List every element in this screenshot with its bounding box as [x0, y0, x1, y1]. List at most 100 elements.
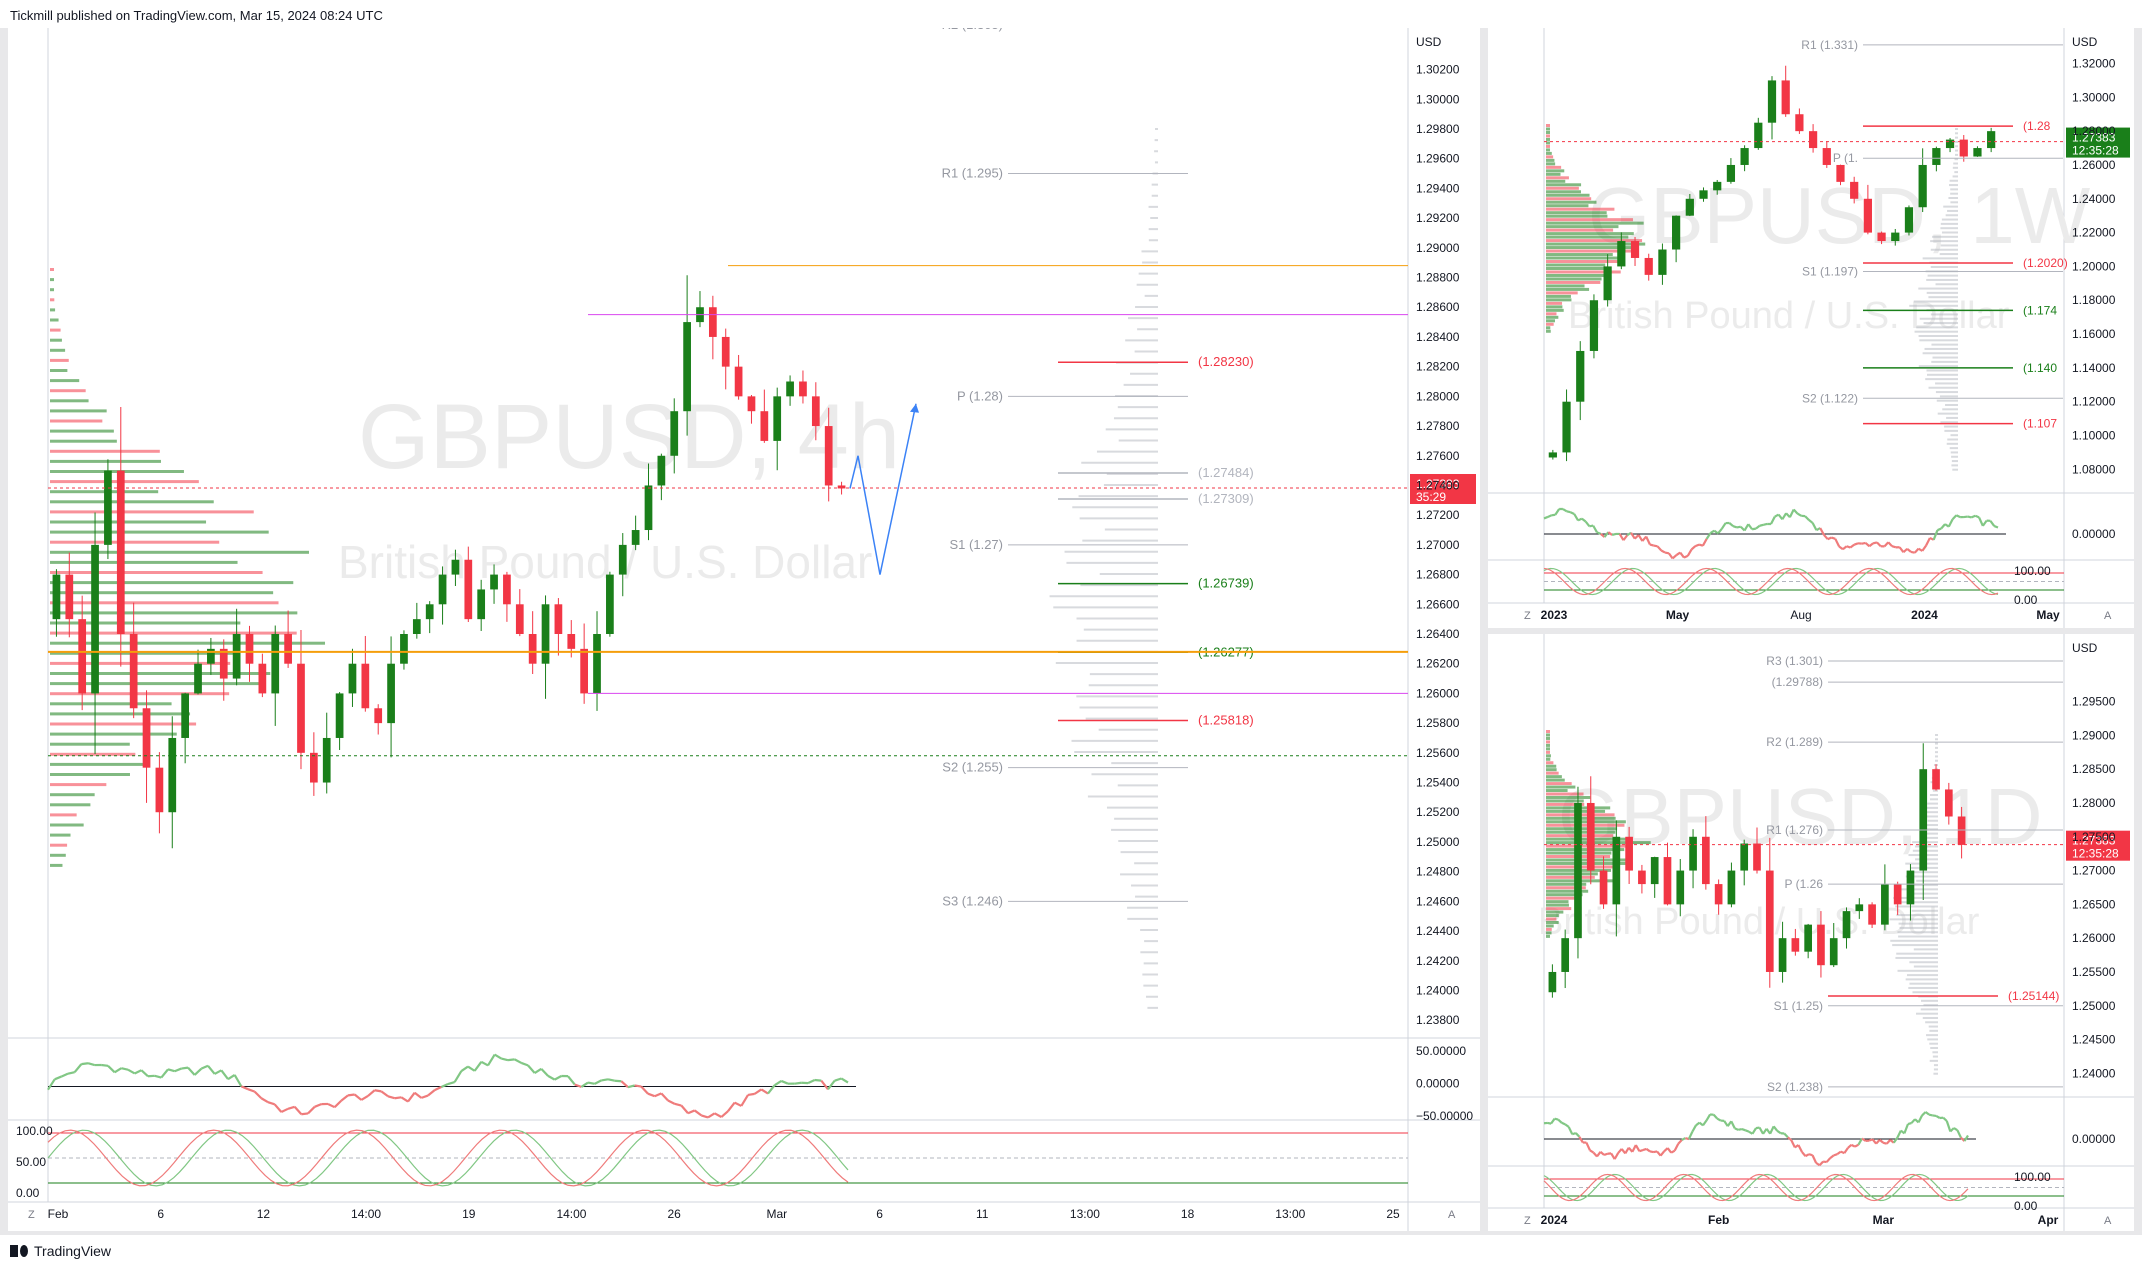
- session-profile-bar: [1066, 561, 1158, 564]
- volume-profile-bar: [50, 712, 191, 716]
- session-profile-bar: [1928, 296, 1958, 299]
- price-tick: 1.28400: [1416, 330, 1460, 344]
- osc1-segment: [1717, 528, 1723, 535]
- session-profile-bar: [1921, 999, 1938, 1002]
- volume-profile-bar: [50, 651, 238, 655]
- volume-profile-bar: [1546, 823, 1625, 827]
- osc1-segment: [174, 1067, 182, 1073]
- candle-body: [593, 634, 601, 694]
- volume-profile-bar: [1546, 900, 1569, 904]
- chart-panel-1w[interactable]: GBPUSD, 1W British Pound / U.S. Dollar R1 …: [1488, 28, 2134, 628]
- osc1-segment: [1808, 519, 1814, 524]
- session-profile-bar: [1950, 434, 1958, 437]
- osc1-segment: [1815, 1161, 1821, 1167]
- volume-profile-bar: [50, 813, 77, 817]
- osc1-segment: [460, 1065, 469, 1072]
- session-profile-bar: [1080, 584, 1158, 587]
- osc1-segment: [1763, 522, 1768, 526]
- footer-bar: TradingView: [0, 1235, 2142, 1269]
- osc1-segment: [1584, 520, 1591, 527]
- session-profile-bar: [1142, 973, 1158, 976]
- chart-4h-canvas[interactable]: GBPUSD, 4h British Pound / U.S. Dollar R2 …: [8, 28, 1480, 1231]
- osc1-segment: [1578, 1136, 1584, 1144]
- time-tick: Mar: [1873, 1213, 1895, 1227]
- osc1-segment: [1695, 1121, 1701, 1127]
- session-profile-bar: [1896, 952, 1938, 955]
- osc1-segment: [307, 1106, 316, 1115]
- volume-profile-bar: [1546, 155, 1554, 159]
- chart-panel-1d[interactable]: GBPUSD, 1D British Pound / U.S. Dollar R3 …: [1488, 634, 2134, 1231]
- level-label: (1.140: [2023, 361, 2057, 375]
- session-profile-bar: [1951, 464, 1958, 467]
- candle-body: [1863, 198, 1872, 233]
- volume-profile-bar: [1546, 893, 1583, 897]
- osc1-segment: [1698, 543, 1704, 547]
- pivot-label: S3 (1.246): [942, 893, 1003, 908]
- osc1-segment: [1868, 1138, 1873, 1142]
- volume-profile-bar: [50, 530, 269, 534]
- candle-body: [1817, 924, 1825, 966]
- pivot-label: R3 (1.301): [1766, 654, 1823, 668]
- session-profile-bar: [1897, 931, 1938, 934]
- volume-profile-bar: [1546, 896, 1576, 900]
- session-profile-bar: [1076, 617, 1158, 620]
- osc1-segment: [1716, 1117, 1722, 1122]
- chart-panel-4h[interactable]: GBPUSD, 4h British Pound / U.S. Dollar R2 …: [8, 28, 1480, 1231]
- osc2-tick: 100.00: [2014, 564, 2051, 578]
- osc1-segment: [207, 1065, 216, 1075]
- volume-profile-bar: [1546, 218, 1633, 222]
- volume-profile-bar: [1546, 308, 1564, 312]
- session-profile-bar: [1955, 149, 1958, 152]
- session-profile-bar: [1053, 606, 1158, 609]
- session-profile-bar: [1147, 1006, 1158, 1009]
- session-profile-bar: [1072, 506, 1158, 509]
- session-profile-bar: [1950, 192, 1958, 195]
- osc1-segment: [1875, 1139, 1881, 1145]
- osc1-segment: [1685, 1137, 1690, 1141]
- price-tick: 1.28000: [2072, 796, 2116, 810]
- volume-profile-bar: [50, 702, 172, 706]
- volume-profile-bar: [50, 308, 56, 312]
- osc1-segment: [527, 1064, 536, 1074]
- osc1-segment: [1543, 515, 1549, 520]
- price-tick: 1.20000: [2072, 259, 2116, 273]
- candle-body: [1906, 870, 1915, 905]
- osc1-segment: [1732, 525, 1738, 529]
- price-tick: 1.24000: [1416, 983, 1460, 997]
- volume-profile-bar: [1546, 319, 1556, 323]
- session-profile-bar: [1949, 179, 1958, 182]
- osc1-segment: [347, 1093, 355, 1097]
- session-profile-bar: [1930, 240, 1958, 243]
- session-profile-bar: [1909, 961, 1938, 964]
- session-profile-bar: [1096, 450, 1158, 453]
- candle-body: [1685, 198, 1694, 216]
- volume-profile-bar: [1546, 179, 1566, 183]
- candle-body: [78, 619, 87, 694]
- session-profile-bar: [1913, 871, 1938, 874]
- volume-profile-bar: [1546, 253, 1613, 257]
- volume-profile-bar: [1546, 246, 1638, 250]
- session-profile-bar: [1899, 926, 1938, 929]
- price-tick: 1.28500: [2072, 762, 2116, 776]
- volume-profile-bar: [50, 348, 66, 352]
- osc1-segment: [1978, 516, 1984, 527]
- tradingview-brand[interactable]: TradingView: [10, 1243, 111, 1259]
- session-profile-bar: [1927, 819, 1938, 822]
- session-profile-bar: [1937, 412, 1958, 415]
- osc1-segment: [1788, 509, 1795, 518]
- candle-body: [657, 455, 666, 486]
- volume-profile-bar: [50, 682, 263, 686]
- osc1-segment: [233, 1074, 243, 1087]
- osc1-segment: [1705, 532, 1712, 540]
- osc1-segment: [434, 1086, 442, 1092]
- session-profile-bar: [1923, 1004, 1938, 1007]
- volume-profile-bar: [1546, 141, 1550, 145]
- session-profile-bar: [1898, 922, 1938, 925]
- osc1-segment: [1713, 529, 1719, 535]
- candle-body: [91, 544, 99, 694]
- tradingview-logo-icon: [10, 1245, 28, 1257]
- price-tick: 1.28000: [2072, 124, 2116, 138]
- price-tick: 1.23800: [1416, 1013, 1460, 1027]
